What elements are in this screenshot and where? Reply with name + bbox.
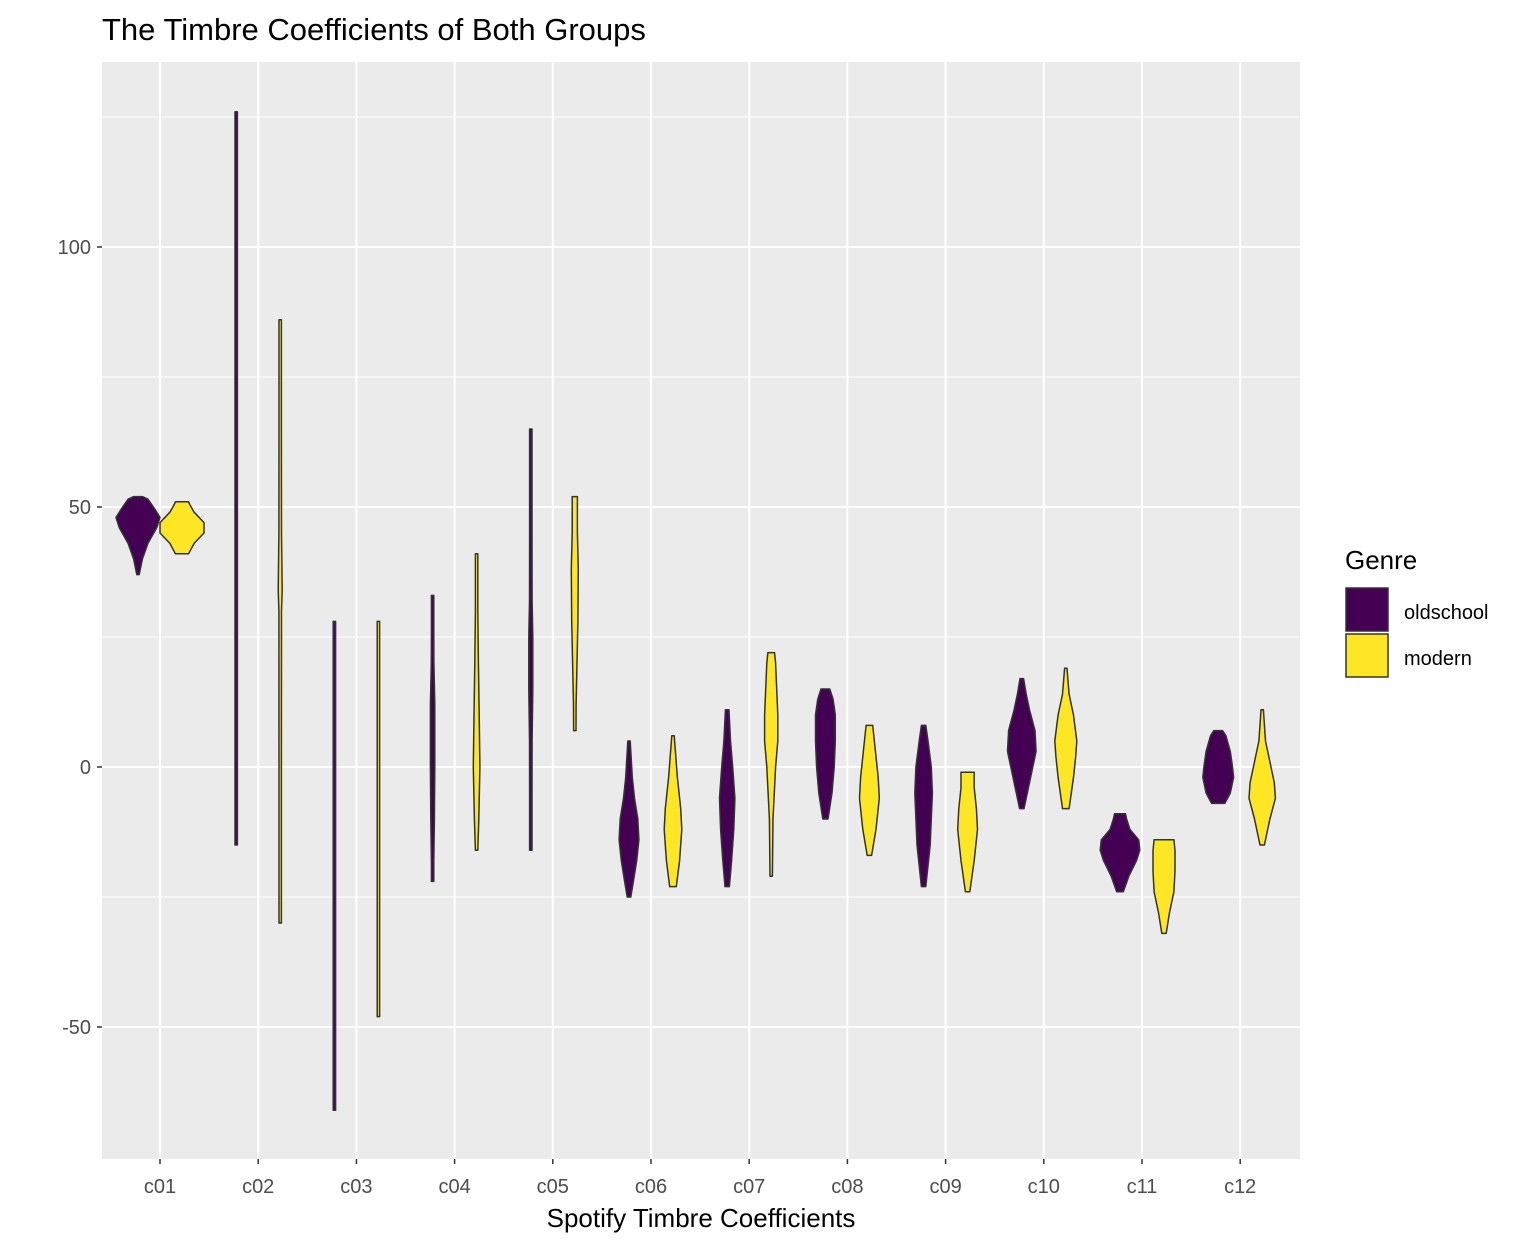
x-tick-label: c03 [340, 1176, 372, 1198]
y-tick-label: 0 [80, 757, 91, 779]
violin-modern-c09 [956, 771, 979, 893]
violin-oldschool-c03 [332, 620, 337, 1111]
x-tick-label: c05 [537, 1176, 569, 1198]
x-tick-label: c02 [242, 1176, 274, 1198]
violins-layer [115, 111, 1277, 1111]
violin-modern-c12 [1248, 709, 1277, 846]
violin-oldschool-c11 [1099, 813, 1141, 893]
violin-modern-c11 [1152, 839, 1176, 935]
violin-modern-c10 [1054, 667, 1078, 810]
violin-oldschool-c06 [618, 740, 640, 898]
x-tick-label: c10 [1028, 1176, 1060, 1198]
x-axis: c01 c02 c03 c04 c05 c06 c07 c08 c09 c10 c11 c12 [144, 1159, 1256, 1198]
violin-modern-c04 [472, 553, 481, 851]
violin-oldschool-c01 [115, 495, 161, 576]
violin-modern-c07 [763, 651, 779, 877]
violin-oldschool-c04 [429, 594, 436, 883]
violin-modern-c01 [159, 501, 205, 555]
violin-oldschool-c07 [718, 709, 736, 888]
violin-oldschool-c02 [234, 111, 239, 846]
x-tick-label: c12 [1224, 1176, 1256, 1198]
y-tick-label: -50 [62, 1017, 91, 1039]
y-tick-label: 100 [58, 237, 91, 259]
x-tick-label: c06 [635, 1176, 667, 1198]
plot-panel [102, 62, 1300, 1159]
x-axis-title: Spotify Timbre Coefficients [547, 1203, 856, 1233]
y-tick-label: 50 [69, 497, 91, 519]
legend-key-modern [1345, 633, 1389, 678]
x-tick-label: c07 [733, 1176, 765, 1198]
violin-oldschool-c05 [528, 428, 534, 851]
violin-modern-c02 [277, 319, 283, 924]
x-tick-label: c01 [144, 1176, 176, 1198]
violin-modern-c06 [663, 735, 683, 888]
violin-oldschool-c12 [1202, 729, 1235, 805]
violin-oldschool-c10 [1006, 677, 1037, 810]
legend-key-oldschool [1345, 587, 1389, 632]
violin-oldschool-c08 [814, 688, 837, 820]
y-axis: -50 0 50 100 [58, 237, 102, 1039]
legend-title: Genre [1345, 545, 1417, 575]
violin-modern-c03 [376, 620, 381, 1018]
x-tick-label: c04 [438, 1176, 470, 1198]
chart-title: The Timbre Coefficients of Both Groups [102, 12, 646, 47]
grid-lines [102, 62, 1300, 1159]
x-tick-label: c08 [831, 1176, 863, 1198]
legend-label-oldschool: oldschool [1404, 602, 1489, 624]
violin-oldschool-c09 [914, 724, 934, 888]
x-tick-label: c11 [1127, 1176, 1158, 1198]
violin-modern-c05 [570, 495, 580, 732]
legend: Genre oldschool modern [1345, 545, 1489, 678]
x-tick-label: c09 [929, 1176, 961, 1198]
violin-modern-c08 [858, 724, 881, 857]
legend-label-modern: modern [1404, 648, 1472, 670]
